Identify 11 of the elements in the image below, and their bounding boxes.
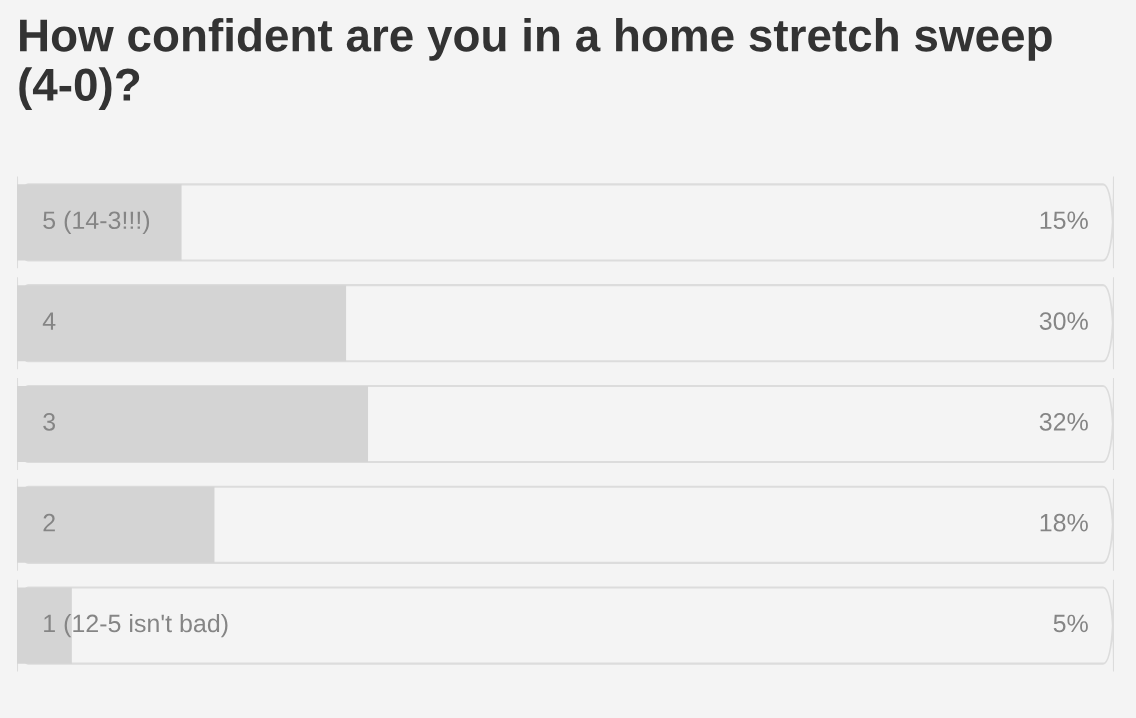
data-label: 32% <box>1039 413 1088 431</box>
y-tick-label: 5 (14-3!!!) <box>43 210 150 235</box>
y-tick-label: 3 <box>43 413 56 431</box>
data-label: 18% <box>1040 513 1088 532</box>
data-label: 5% <box>1053 614 1088 633</box>
data-label: 30% <box>1039 312 1088 330</box>
text: How confident are you in a home stretch sweep (4-0)? <box>19 18 1052 111</box>
y-tick-label: 2 <box>43 513 55 532</box>
y-tick-label: 1 (12-5 isn't bad) <box>44 613 228 638</box>
data-label: 15% <box>1040 211 1088 230</box>
y-tick-label: 4 <box>42 312 56 330</box>
